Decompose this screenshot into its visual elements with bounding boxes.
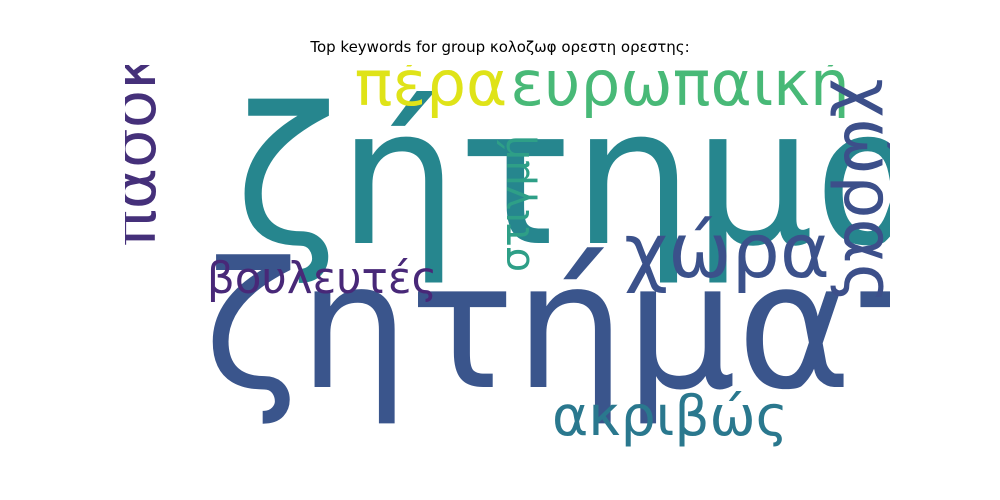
word-10: στιγμή <box>493 135 539 272</box>
word-6: χώρας <box>828 78 890 303</box>
word-8: ακριβώς <box>552 384 788 448</box>
word-2: ζητήματα <box>204 226 890 429</box>
word-4: πέρα <box>355 65 508 120</box>
word-7: χώρα <box>624 206 830 295</box>
word-3: ευρωπαϊκή <box>510 65 849 120</box>
word-1: ζήτημα <box>235 67 890 288</box>
chart-title: Top keywords for group κολοζωφ ορεστη ορ… <box>310 38 690 56</box>
word-5: πασοκ <box>125 65 170 247</box>
word-9: βουλευτές <box>207 253 437 304</box>
